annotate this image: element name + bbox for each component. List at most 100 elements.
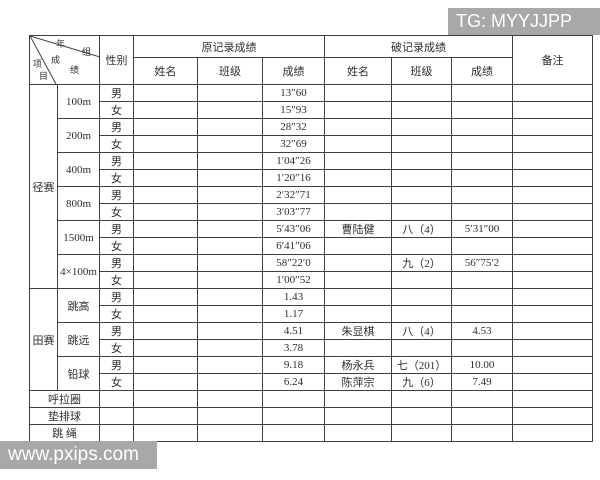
remark-cell [512,135,594,153]
orig-class-cell [197,118,263,136]
gender-cell: 女 [99,203,134,221]
new-score-cell [451,118,514,136]
new-class-cell [391,424,453,442]
new-class-cell [391,135,453,153]
orig-class-cell [197,135,263,153]
new-class-cell [391,152,453,170]
orig-name-cell [133,271,198,289]
new-name-cell [324,152,393,170]
orig-score-cell: 6′41″06 [261,237,326,255]
orig-class-cell [197,288,263,306]
event-label: 800m [57,186,100,221]
new-class-cell [391,237,453,255]
gender-header: 性别 [99,35,134,85]
new-class-cell [391,271,453,289]
gender-cell: 男 [99,152,134,170]
new-class-cell [391,84,453,102]
gender-cell: 女 [99,169,134,187]
new-name-cell [324,424,393,442]
orig-class-cell [197,186,263,204]
orig-name-cell [133,373,198,391]
gender-cell: 女 [99,237,134,255]
new-name-cell: 陈萍宗 [324,373,393,391]
orig-score-subheader: 成绩 [261,57,326,85]
remark-cell [512,254,594,272]
orig-score-cell: 3′03″77 [261,203,326,221]
new-name-cell [324,237,393,255]
orig-score-cell: 1.17 [261,305,326,323]
gender-cell: 女 [99,305,134,323]
new-score-cell [451,271,514,289]
new-class-cell [391,118,453,136]
new-score-cell [451,84,514,102]
new-name-cell [324,390,393,408]
gender-cell [99,424,134,442]
new-score-cell [451,203,514,221]
remark-cell [512,288,594,306]
orig-name-cell [133,322,198,340]
new-score-subheader: 成绩 [451,57,514,85]
new-score-cell: 4.53 [451,322,514,340]
orig-class-cell [197,373,263,391]
orig-name-cell [133,356,198,374]
event-label: 400m [57,152,100,187]
new-name-cell [324,305,393,323]
event-label: 200m [57,118,100,153]
new-class-subheader: 班级 [391,57,453,85]
orig-class-cell [197,203,263,221]
orig-name-cell [133,101,198,119]
new-name-cell [324,339,393,357]
new-score-cell [451,339,514,357]
new-name-cell [324,203,393,221]
event-label: 呼拉圈 [29,390,100,408]
new-class-cell [391,101,453,119]
new-score-cell: 5′31″00 [451,220,514,238]
event-label: 1500m [57,220,100,255]
orig-score-cell: 15″93 [261,101,326,119]
remark-cell [512,203,594,221]
diagonal-header-cell [29,35,100,85]
orig-class-cell [197,305,263,323]
remark-cell [512,152,594,170]
new-class-cell [391,169,453,187]
orig-score-cell: 1′00″52 [261,271,326,289]
orig-class-cell [197,339,263,357]
new-score-cell [451,101,514,119]
orig-class-cell [197,322,263,340]
remark-cell [512,101,594,119]
gender-cell: 男 [99,186,134,204]
original-record-group-header: 原记录成绩 [132,35,326,58]
new-name-cell: 曹陆健 [324,220,393,238]
new-score-cell [451,186,514,204]
new-class-cell: 七（201） [391,356,453,374]
orig-name-cell [133,220,198,238]
orig-name-cell [133,254,198,272]
orig-class-cell [197,424,263,442]
remark-cell [512,305,594,323]
orig-name-cell [133,407,198,425]
category-track-label: 径赛 [29,84,58,289]
orig-class-cell [197,390,263,408]
remark-cell [512,271,594,289]
new-score-cell: 10.00 [451,356,514,374]
orig-score-cell: 32″69 [261,135,326,153]
orig-class-cell [197,237,263,255]
orig-class-cell [197,356,263,374]
orig-name-cell [133,118,198,136]
new-score-cell [451,288,514,306]
new-name-cell [324,84,393,102]
orig-name-cell [133,135,198,153]
new-class-cell [391,339,453,357]
orig-class-cell [197,152,263,170]
orig-name-cell [133,390,198,408]
orig-name-cell [133,186,198,204]
new-class-cell [391,186,453,204]
new-class-cell [391,288,453,306]
orig-class-cell [197,169,263,187]
new-name-cell [324,254,393,272]
gender-cell: 男 [99,356,134,374]
category-field-label: 田赛 [29,288,58,391]
remark-cell [512,390,594,408]
remark-cell [512,407,594,425]
